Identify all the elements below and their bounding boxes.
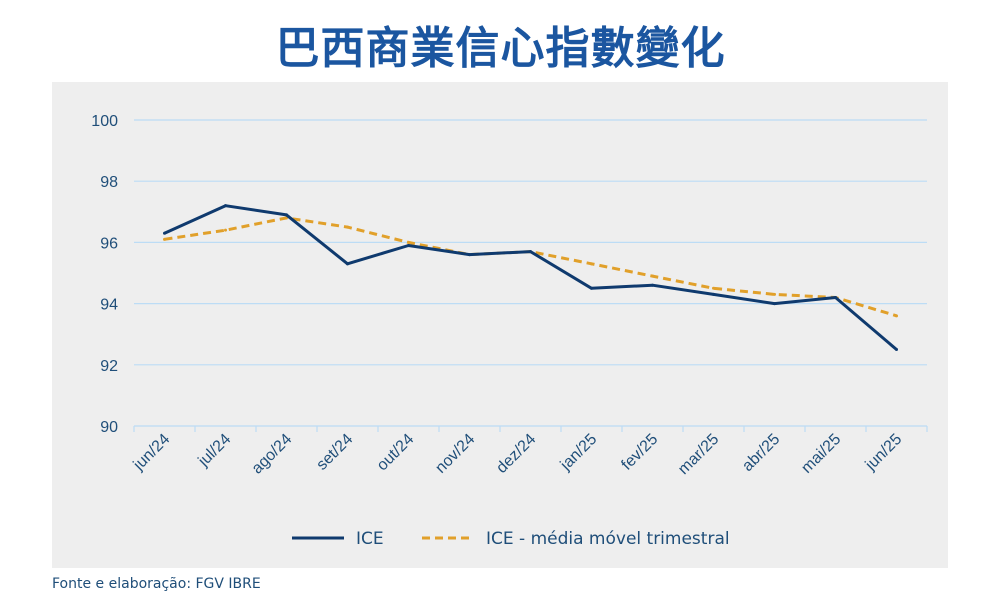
x-tick-label: fev/25 <box>618 431 661 474</box>
x-tick-label: jul/24 <box>195 431 235 471</box>
data-point-moving-average <box>224 228 227 232</box>
x-tick-label: abr/25 <box>739 431 783 475</box>
legend-label: ICE - média móvel trimestral <box>486 529 730 549</box>
y-tick-label: 98 <box>100 174 118 191</box>
data-point-ice <box>285 213 288 217</box>
series-line-ice <box>163 204 898 351</box>
x-tick-label: nov/24 <box>432 431 478 477</box>
data-point-ice <box>712 292 715 296</box>
data-point-moving-average <box>712 286 715 290</box>
x-tick-label: dez/24 <box>493 431 539 477</box>
data-point-ice <box>834 295 837 299</box>
x-tick-label: jun/25 <box>862 431 906 475</box>
data-point-moving-average <box>773 292 776 296</box>
data-point-ice <box>346 262 349 266</box>
data-point-moving-average <box>163 237 166 241</box>
data-point-moving-average <box>346 225 349 229</box>
y-tick-label: 90 <box>100 419 118 436</box>
source-note: Fonte e elaboração: FGV IBRE <box>52 576 261 592</box>
legend: ICE ICE - média móvel trimestral <box>292 529 730 549</box>
data-point-ice <box>651 283 654 287</box>
y-tick-label: 100 <box>91 113 118 130</box>
x-tick-label: mar/25 <box>675 431 722 478</box>
data-point-ice <box>529 250 532 254</box>
data-point-ice <box>407 243 410 247</box>
x-tick-label: out/24 <box>374 431 418 475</box>
data-point-ice <box>163 231 166 235</box>
y-tick-label: 96 <box>100 235 118 252</box>
line-chart: 90 92 94 96 98 100 jun/24 jul/24 ago/24 set/24 out… <box>91 113 928 549</box>
x-tick-label: set/24 <box>313 431 356 474</box>
legend-label: ICE <box>356 529 384 549</box>
chart-panel: 90 92 94 96 98 100 jun/24 jul/24 ago/24 set/24 out… <box>52 82 948 568</box>
data-point-moving-average <box>590 262 593 266</box>
y-tick-label: 92 <box>100 358 118 375</box>
data-point-ice <box>773 302 776 306</box>
x-tick-label: mai/25 <box>798 431 844 477</box>
x-tick-label: ago/24 <box>249 431 296 478</box>
data-point-ice <box>590 286 593 290</box>
data-point-moving-average <box>407 240 410 244</box>
page-title: 巴西商業信心指數變化 <box>275 23 726 74</box>
data-point-ice <box>468 253 471 257</box>
y-tick-label: 94 <box>100 297 118 314</box>
data-point-moving-average <box>651 274 654 278</box>
data-point-ice <box>224 204 227 208</box>
data-point-ice <box>895 348 898 351</box>
data-point-moving-average <box>895 314 898 318</box>
x-tick-label: jun/24 <box>130 431 174 475</box>
x-tick-label: jan/25 <box>557 431 601 475</box>
